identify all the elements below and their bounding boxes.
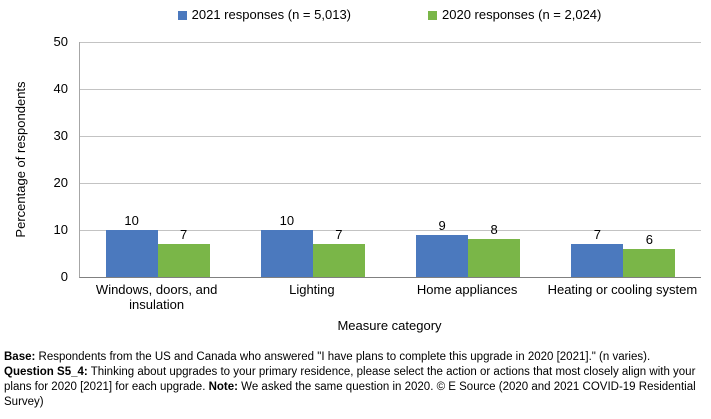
bar-2020: 8 — [468, 222, 521, 277]
y-axis-tick-label: 10 — [53, 222, 68, 237]
footnote-bold-text: Question S5_4: — [4, 366, 88, 378]
footnote-text: Respondents from the US and Canada who a… — [35, 351, 651, 363]
bar-pair: 10 7 — [105, 213, 210, 277]
bar-pair: 10 7 — [260, 213, 365, 277]
y-axis-tick-label: 30 — [53, 128, 68, 143]
gridline — [80, 89, 701, 90]
gridline — [80, 136, 701, 137]
footnote-bold-text: Base: — [4, 351, 36, 363]
bar-value-label: 7 — [180, 227, 188, 243]
footnote-text: We asked the same question in 2020. © E … — [4, 381, 696, 408]
footnote-paragraph: Question S5_4: Thinking about upgrades t… — [4, 365, 708, 410]
bar-2021: 10 — [260, 213, 313, 277]
footnote-text: Thinking about upgrades to your primary … — [4, 366, 696, 393]
plot-area: 10 7 10 7 9 8 7 6 0 10 20 30 40 50 — [54, 34, 701, 284]
bar-value-label: 8 — [490, 222, 498, 238]
y-axis-title: Percentage of respondents — [13, 81, 28, 238]
bar-2020: 6 — [623, 232, 676, 277]
footnote: Base: Respondents from the US and Canada… — [4, 350, 708, 410]
bar-group: 10 7 — [80, 42, 235, 277]
footnote-paragraph: Base: Respondents from the US and Canada… — [4, 350, 708, 365]
bar-value-label: 9 — [438, 217, 446, 233]
bar-2021: 10 — [105, 213, 158, 277]
bar-value-label: 10 — [279, 213, 295, 228]
y-axis-tick-label: 50 — [53, 34, 68, 49]
bar-2021: 7 — [571, 227, 624, 277]
bar-value-label: 7 — [335, 227, 343, 243]
gridline — [80, 230, 701, 231]
category-label: Windows, doors, and insulation — [95, 282, 218, 312]
gridline — [80, 183, 701, 184]
legend-item-2020: 2020 responses (n = 2,024) — [428, 7, 601, 23]
y-axis-tick-label: 40 — [53, 81, 68, 96]
category-labels: Windows, doors, and insulation Lighting Ho… — [79, 282, 700, 312]
x-axis-title: Measure category — [337, 318, 442, 333]
legend-label-2020: 2020 responses (n = 2,024) — [442, 7, 602, 22]
bar-2020: 7 — [157, 227, 210, 277]
legend-swatch-2020 — [428, 10, 437, 20]
bar-value-label: 6 — [645, 231, 653, 247]
legend-label-2021: 2021 responses (n = 5,013) — [191, 7, 351, 22]
y-axis-tick-label: 20 — [53, 175, 68, 190]
legend-swatch-2021 — [177, 10, 187, 20]
bar-value-label: 10 — [124, 213, 139, 228]
legend-item-2021: 2021 responses (n = 5,013) — [177, 7, 351, 23]
legend: 2021 responses (n = 5,013) 2020 response… — [79, 7, 700, 23]
bar-2021: 9 — [416, 218, 469, 277]
bar-value-label: 7 — [593, 227, 601, 243]
y-axis-tick-label: 0 — [60, 269, 68, 284]
category-label: Home appliances — [416, 282, 518, 297]
category-label: Heating or cooling system — [547, 282, 698, 297]
category-label: Lighting — [289, 282, 335, 297]
footnote-bold-text: Note: — [208, 381, 238, 393]
gridline — [80, 42, 701, 43]
bar-2020: 7 — [312, 227, 365, 277]
bar-group: 10 7 — [235, 42, 390, 277]
bar-groups: 10 7 10 7 9 8 7 6 — [80, 42, 701, 277]
